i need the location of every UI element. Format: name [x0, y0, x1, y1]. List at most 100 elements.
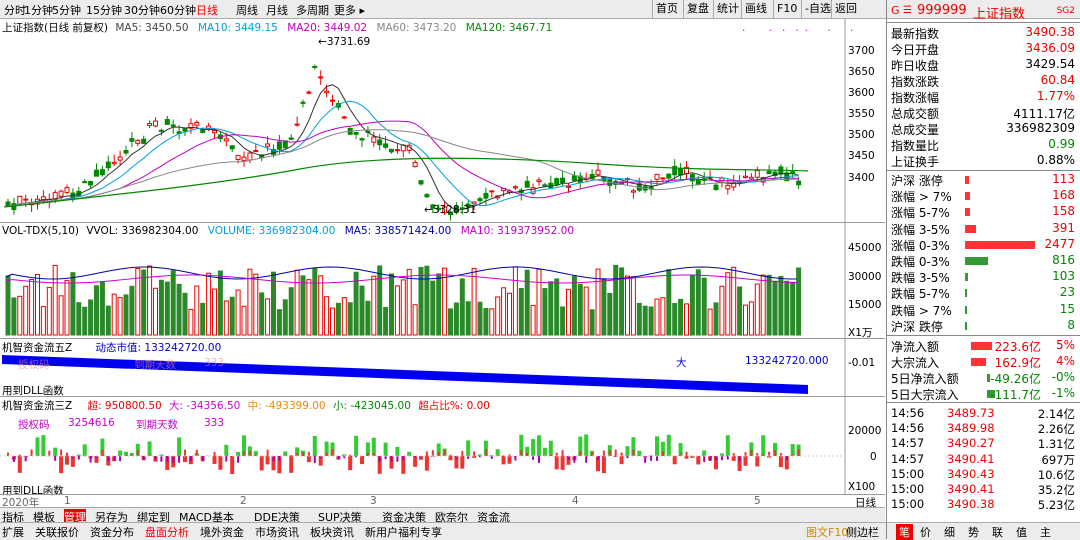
toolbar-button-5[interactable]: -自选 [801, 0, 834, 18]
volume-bar [726, 273, 730, 335]
toolbar-button-2[interactable]: 统计 [713, 0, 742, 18]
period-tab-5[interactable]: 60分钟 [160, 2, 196, 18]
volume-bar [708, 309, 712, 335]
period-tab-4[interactable]: 30分钟 [124, 2, 160, 18]
flow-bar [425, 456, 429, 471]
candle-body [118, 157, 122, 160]
period-tab-2[interactable]: 5分钟 [52, 2, 81, 18]
period-tab-7[interactable]: 周线 [236, 2, 258, 18]
volume-bar [24, 286, 28, 335]
period-tab-8[interactable]: 月线 [266, 2, 288, 18]
extension-tab-7[interactable]: 新用户福利专享 [365, 524, 442, 540]
breadth-row: 涨幅 3-5%391 [889, 221, 1079, 237]
candle-body [797, 181, 801, 185]
flow-bar [673, 456, 677, 464]
ma120-label: MA120: 3467.71 [466, 22, 553, 34]
breadth-value: 2477 [1044, 237, 1075, 251]
quote-name: 上证指数 [973, 3, 1025, 22]
breadth-bar [965, 322, 967, 330]
menu-icon[interactable]: ☰ [903, 5, 912, 16]
quote-value: 336982309 [1006, 121, 1075, 135]
tick-volume: 1.31亿 [1038, 436, 1075, 452]
volume-bar [148, 266, 152, 335]
extension-tab-2[interactable]: 资金分布 [90, 524, 134, 540]
p4-chao: 超: 950800.50 [88, 400, 162, 412]
volume-bar [690, 276, 694, 335]
flow-bar [224, 445, 228, 456]
vol-tick: 15000 [848, 299, 881, 311]
volume-bar [118, 298, 122, 335]
vol-legend: VOL-TDX(5,10) VVOL: 336982304.00 VOLUME:… [2, 225, 574, 237]
period-tab-3[interactable]: 15分钟 [86, 2, 122, 18]
kline-chart-svg[interactable] [0, 19, 885, 509]
flow-bar [360, 456, 364, 464]
flow-bar-small [573, 456, 575, 463]
flow-bar-small [332, 449, 334, 456]
toolbar-button-4[interactable]: F10 [773, 0, 800, 18]
flow-bar-small [302, 452, 304, 456]
period-tab-0[interactable]: 分时 [4, 2, 26, 18]
extension-tab-6[interactable]: 板块资讯 [310, 524, 354, 540]
flow-bar-small [196, 450, 198, 456]
period-tab-10[interactable]: 更多 ▸ [334, 2, 365, 18]
toolbar-button-3[interactable]: 画线 [741, 0, 770, 18]
flow-bar [732, 456, 736, 461]
candle-body [378, 140, 382, 145]
x-month-label: 4 [572, 495, 579, 507]
flow-bar [83, 444, 87, 456]
flow-label: 净流入额 [891, 338, 939, 355]
flow-pct: 4% [1056, 354, 1075, 368]
x-month-label: 5 [754, 495, 761, 507]
candle-body [513, 187, 517, 188]
chart-area[interactable]: 上证指数(日线 前复权) MA5: 3450.50 MA10: 3449.15 … [0, 19, 885, 509]
candle-body [171, 125, 175, 126]
volume-bar [325, 297, 329, 335]
volume-bar [779, 277, 783, 335]
toolbar-button-0[interactable]: 首页 [652, 0, 681, 18]
period-tab-6[interactable]: 日线 [196, 2, 218, 18]
flow-bar-small [656, 456, 658, 461]
flow-bar [667, 435, 671, 456]
quote-value: 60.84 [1041, 73, 1075, 87]
f10-button[interactable]: 图文F10 [806, 524, 848, 540]
period-tab-1[interactable]: 1分钟 [24, 2, 53, 18]
toolbar-button-1[interactable]: 复盘 [683, 0, 712, 18]
extension-tab-4[interactable]: 境外资金 [200, 524, 244, 540]
vol-ma5-line [6, 267, 797, 279]
ma5-label: MA5: 3450.50 [115, 22, 188, 34]
volume-bar [260, 293, 264, 335]
extension-tab-5[interactable]: 市场资讯 [255, 524, 299, 540]
breadth-label: 涨幅 3-5% [891, 221, 950, 238]
volume-bar [224, 301, 228, 335]
flow-bar-small [473, 451, 475, 456]
flow-bar-small [721, 456, 723, 460]
candle-body [266, 144, 270, 146]
period-tab-9[interactable]: 多周期 [296, 2, 329, 18]
breadth-value: 816 [1052, 253, 1075, 267]
volume-bar [106, 306, 110, 335]
flow-bar [65, 456, 69, 465]
flow-bar-small [550, 455, 552, 456]
candle-body [148, 123, 152, 125]
breadth-value: 113 [1052, 172, 1075, 186]
tick-time: 14:56 [891, 406, 924, 420]
volume-bar [112, 294, 116, 335]
tick-price: 3490.41 [947, 482, 995, 496]
extension-tab-0[interactable]: 扩展 [2, 524, 24, 540]
main-legend: 上证指数(日线 前复权) MA5: 3450.50 MA10: 3449.15 … [2, 20, 552, 35]
volume-bar [525, 270, 529, 335]
extension-tab-3[interactable]: 盘面分析 [145, 524, 189, 540]
volume-bar [508, 293, 512, 335]
extension-tab-1[interactable]: 关联报价 [35, 524, 79, 540]
toolbar-button-6[interactable]: 返回 [831, 0, 860, 18]
volume-bar [614, 265, 618, 335]
volume-bar [631, 277, 635, 335]
flow-bar-small [414, 456, 416, 457]
p3-faded-num: 333 [204, 357, 224, 369]
sidebar-button[interactable]: 侧边栏 [846, 524, 879, 540]
candle-body [413, 162, 417, 166]
